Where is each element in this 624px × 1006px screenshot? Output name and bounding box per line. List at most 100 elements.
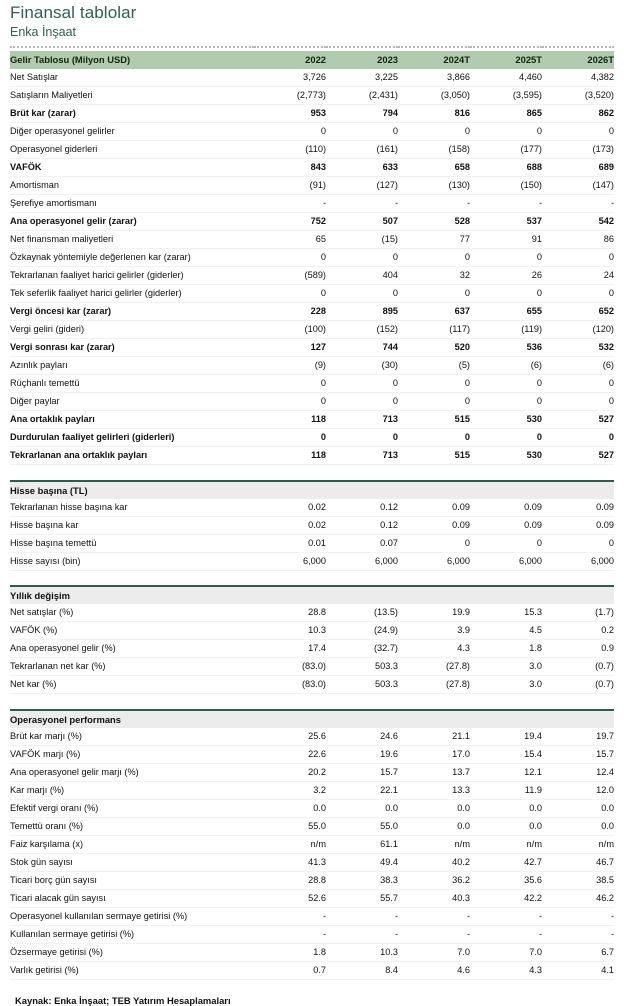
cell-value: 0 — [470, 248, 542, 267]
table-row: Diğer operasyonel gelirler 0 0 0 0 0 — [10, 122, 614, 141]
cell-value: 0 — [326, 248, 398, 267]
cell-value: 0 — [254, 392, 326, 411]
cell-value: 35.6 — [470, 871, 542, 890]
table-row: Varlık getirisi (%) 0.7 8.4 4.6 4.3 4.1 — [10, 961, 614, 980]
cell-value: (2,773) — [254, 86, 326, 105]
cell-value: - — [470, 925, 542, 944]
cell-value: (3,050) — [398, 86, 470, 105]
cell-value: 24.6 — [326, 727, 398, 746]
cell-value: 21.1 — [398, 727, 470, 746]
section-gap-cell — [10, 570, 614, 583]
section-rule — [10, 583, 614, 587]
cell-value: - — [326, 907, 398, 926]
row-label: Tekrarlanan hisse başına kar — [10, 498, 254, 517]
cell-value: 0.0 — [326, 799, 398, 818]
cell-value — [326, 480, 398, 499]
cell-value: 527 — [542, 446, 614, 465]
cell-value: 38.5 — [542, 871, 614, 890]
cell-value: 0.0 — [542, 799, 614, 818]
cell-value: 0.01 — [254, 534, 326, 553]
cell-value: (147) — [542, 176, 614, 195]
cell-value: 0.02 — [254, 498, 326, 517]
cell-value: 38.3 — [326, 871, 398, 890]
table-row: Net kar (%) (83.0) 503.3 (27.8) 3.0 (0.7) — [10, 675, 614, 694]
cell-value — [470, 709, 542, 728]
cell-value — [398, 709, 470, 728]
row-label: Durdurulan faaliyet gelirleri (giderleri… — [10, 428, 254, 447]
row-label: Tekrarlanan faaliyet harici gelirler (gi… — [10, 266, 254, 285]
table-row: Diğer paylar 0 0 0 0 0 — [10, 392, 614, 411]
cell-value: 7.0 — [470, 943, 542, 962]
cell-value: 15.7 — [326, 763, 398, 782]
cell-value: n/m — [398, 835, 470, 854]
cell-value: 10.3 — [254, 621, 326, 640]
section-band-label: Operasyonel performans — [10, 709, 254, 728]
cell-value: 532 — [542, 338, 614, 357]
cell-value: 0 — [542, 374, 614, 393]
table-row: Stok gün sayısı 41.3 49.4 40.2 42.7 46.7 — [10, 853, 614, 872]
cell-value: (3,520) — [542, 86, 614, 105]
cell-value: 0.0 — [470, 799, 542, 818]
cell-value — [326, 586, 398, 604]
cell-value — [542, 480, 614, 499]
table-row: VAFÖK marjı (%) 22.6 19.6 17.0 15.4 15.7 — [10, 745, 614, 764]
cell-value — [542, 709, 614, 728]
cell-value: 13.7 — [398, 763, 470, 782]
cell-value: 10.3 — [326, 943, 398, 962]
table-top-rule-cell — [10, 46, 614, 51]
cell-value: (32.7) — [326, 639, 398, 658]
row-label: Brüt kar marjı (%) — [10, 727, 254, 746]
cell-value: 0 — [398, 428, 470, 447]
cell-value: 895 — [326, 302, 398, 321]
table-row: VAFÖK (%) 10.3 (24.9) 3.9 4.5 0.2 — [10, 621, 614, 640]
cell-value: 22.1 — [326, 781, 398, 800]
cell-value: 0 — [254, 122, 326, 141]
row-label: Tekrarlanan net kar (%) — [10, 657, 254, 676]
table-row: Brüt kar marjı (%) 25.6 24.6 21.1 19.4 19.7 — [10, 727, 614, 746]
cell-value: (110) — [254, 140, 326, 159]
cell-value: 8.4 — [326, 961, 398, 980]
cell-value: 4.5 — [470, 621, 542, 640]
cell-value: 77 — [398, 230, 470, 249]
row-label: Ana operasyonel gelir marjı (%) — [10, 763, 254, 782]
cell-value: 3,225 — [326, 69, 398, 87]
row-label: Hisse başına kar — [10, 516, 254, 535]
cell-value: - — [470, 194, 542, 213]
cell-value: 42.2 — [470, 889, 542, 908]
cell-value: 953 — [254, 104, 326, 123]
table-row: Efektif vergi oranı (%) 0.0 0.0 0.0 0.0 0.0 — [10, 799, 614, 818]
cell-value: 0.0 — [398, 817, 470, 836]
cell-value: (30) — [326, 356, 398, 375]
section-gap — [10, 570, 614, 583]
cell-value: 4.6 — [398, 961, 470, 980]
cell-value: 637 — [398, 302, 470, 321]
row-label: Operasyonel kullanılan sermaye getirisi … — [10, 907, 254, 926]
section-band-per-share: Hisse başına (TL) — [10, 480, 614, 499]
row-label: Diğer operasyonel gelirler — [10, 122, 254, 141]
source-note: Kaynak: Enka İnşaat; TEB Yatırım Hesapla… — [15, 995, 231, 1006]
table-row: Ticari borç gün sayısı 28.8 38.3 36.2 35.6 38… — [10, 871, 614, 890]
cell-value: 7.0 — [398, 943, 470, 962]
cell-value: n/m — [254, 835, 326, 854]
row-label: VAFÖK (%) — [10, 621, 254, 640]
cell-value: (150) — [470, 176, 542, 195]
cell-value: 19.9 — [398, 604, 470, 622]
table-row: Operasyonel kullanılan sermaye getirisi … — [10, 907, 614, 926]
cell-value: 0 — [470, 392, 542, 411]
cell-value: 0 — [326, 428, 398, 447]
table-row: Net Satışlar 3,726 3,225 3,866 4,460 4,382 — [10, 69, 614, 87]
cell-value: (2,431) — [326, 86, 398, 105]
row-label: Rüçhanlı temettü — [10, 374, 254, 393]
cell-value: (9) — [254, 356, 326, 375]
cell-value: 0 — [398, 122, 470, 141]
cell-value: 17.0 — [398, 745, 470, 764]
section-gap-cell — [10, 693, 614, 707]
cell-value: - — [326, 194, 398, 213]
cell-value: 15.3 — [470, 604, 542, 622]
cell-value: 0 — [326, 284, 398, 303]
cell-value: 744 — [326, 338, 398, 357]
cell-value: 19.4 — [470, 727, 542, 746]
cell-value: 503.3 — [326, 657, 398, 676]
cell-value: 0 — [254, 248, 326, 267]
page-subtitle: Enka İnşaat — [10, 25, 77, 39]
